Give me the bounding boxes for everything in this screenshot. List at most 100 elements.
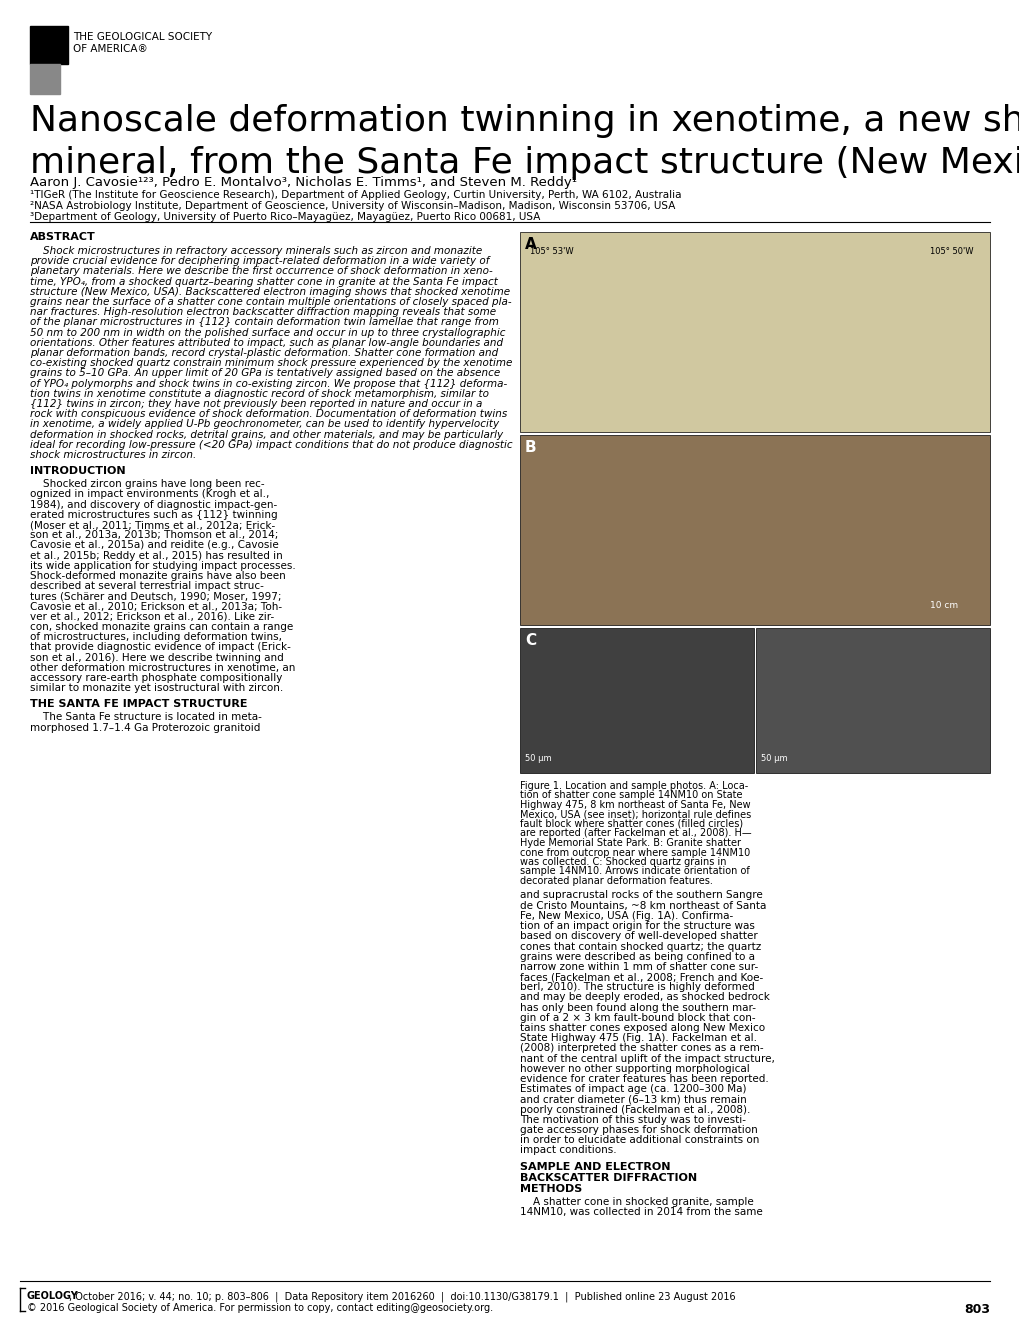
Text: OF AMERICA®: OF AMERICA® (73, 44, 148, 54)
Text: accessory rare-earth phosphate compositionally: accessory rare-earth phosphate compositi… (30, 673, 282, 683)
Text: B: B (525, 439, 536, 456)
Text: grains to 5–10 GPa. An upper limit of 20 GPa is tentatively assigned based on th: grains to 5–10 GPa. An upper limit of 20… (30, 368, 499, 379)
Text: tains shatter cones exposed along New Mexico: tains shatter cones exposed along New Me… (520, 1023, 764, 1034)
Text: that provide diagnostic evidence of impact (Erick-: that provide diagnostic evidence of impa… (30, 642, 290, 652)
Text: sample 14NM10. Arrows indicate orientation of: sample 14NM10. Arrows indicate orientati… (520, 867, 749, 876)
Text: rock with conspicuous evidence of shock deformation. Documentation of deformatio: rock with conspicuous evidence of shock … (30, 409, 506, 419)
Bar (520, 435, 989, 625)
Text: Aaron J. Cavosie¹²³, Pedro E. Montalvo³, Nicholas E. Timms¹, and Steven M. Reddy: Aaron J. Cavosie¹²³, Pedro E. Montalvo³,… (30, 176, 577, 190)
Text: Shocked zircon grains have long been rec-: Shocked zircon grains have long been rec… (30, 480, 264, 489)
Text: tion of shatter cone sample 14NM10 on State: tion of shatter cone sample 14NM10 on St… (520, 790, 742, 801)
Text: , October 2016; v. 44; no. 10; p. 803–806  |  Data Repository item 2016260  |  d: , October 2016; v. 44; no. 10; p. 803–80… (69, 1292, 735, 1301)
Text: planar deformation bands, record crystal-plastic deformation. Shatter cone forma: planar deformation bands, record crystal… (30, 348, 497, 358)
Text: has only been found along the southern mar-: has only been found along the southern m… (520, 1003, 755, 1012)
Text: tures (Schärer and Deutsch, 1990; Moser, 1997;: tures (Schärer and Deutsch, 1990; Moser,… (30, 591, 281, 601)
Text: faces (Fackelman et al., 2008; French and Koe-: faces (Fackelman et al., 2008; French an… (520, 972, 762, 982)
Text: cone from outcrop near where sample 14NM10: cone from outcrop near where sample 14NM… (520, 848, 750, 857)
Text: of the planar microstructures in {112} contain deformation twin lamellae that ra: of the planar microstructures in {112} c… (30, 317, 498, 328)
Text: of microstructures, including deformation twins,: of microstructures, including deformatio… (30, 632, 281, 642)
Text: Cavosie et al., 2015a) and reidite (e.g., Cavosie: Cavosie et al., 2015a) and reidite (e.g.… (30, 540, 278, 551)
Text: and supracrustal rocks of the southern Sangre: and supracrustal rocks of the southern S… (520, 891, 762, 900)
Text: shock microstructures in zircon.: shock microstructures in zircon. (30, 450, 196, 460)
Text: INTRODUCTION: INTRODUCTION (30, 466, 125, 476)
Text: son et al., 2013a, 2013b; Thomson et al., 2014;: son et al., 2013a, 2013b; Thomson et al.… (30, 530, 278, 540)
Text: planetary materials. Here we describe the first occurrence of shock deformation : planetary materials. Here we describe th… (30, 266, 492, 277)
Bar (520, 628, 753, 773)
Text: ³Department of Geology, University of Puerto Rico–Mayagüez, Mayagüez, Puerto Ric: ³Department of Geology, University of Pu… (30, 212, 540, 222)
Text: ognized in impact environments (Krogh et al.,: ognized in impact environments (Krogh et… (30, 489, 269, 500)
Text: tion twins in xenotime constitute a diagnostic record of shock metamorphism, sim: tion twins in xenotime constitute a diag… (30, 388, 488, 399)
Text: nant of the central uplift of the impact structure,: nant of the central uplift of the impact… (520, 1054, 774, 1063)
Text: METHODS: METHODS (520, 1184, 582, 1193)
Text: Hyde Memorial State Park. B: Granite shatter: Hyde Memorial State Park. B: Granite sha… (520, 839, 740, 848)
Text: 50 μm: 50 μm (760, 754, 787, 763)
Text: are reported (after Fackelman et al., 2008). H—: are reported (after Fackelman et al., 20… (520, 828, 751, 839)
Text: Fe, New Mexico, USA (Fig. 1A). Confirma-: Fe, New Mexico, USA (Fig. 1A). Confirma- (520, 911, 733, 921)
Text: cones that contain shocked quartz; the quartz: cones that contain shocked quartz; the q… (520, 942, 760, 952)
Text: evidence for crater features has been reported.: evidence for crater features has been re… (520, 1074, 768, 1085)
Text: ver et al., 2012; Erickson et al., 2016). Like zir-: ver et al., 2012; Erickson et al., 2016)… (30, 612, 274, 622)
Text: Shock microstructures in refractory accessory minerals such as zircon and monazi: Shock microstructures in refractory acce… (30, 246, 482, 255)
Text: 14NM10, was collected in 2014 from the same: 14NM10, was collected in 2014 from the s… (520, 1207, 762, 1216)
Text: BACKSCATTER DIFFRACTION: BACKSCATTER DIFFRACTION (520, 1173, 696, 1183)
Text: structure (New Mexico, USA). Backscattered electron imaging shows that shocked x: structure (New Mexico, USA). Backscatter… (30, 286, 509, 297)
Text: similar to monazite yet isostructural with zircon.: similar to monazite yet isostructural wi… (30, 683, 283, 694)
Text: ²NASA Astrobiology Institute, Department of Geoscience, University of Wisconsin–: ²NASA Astrobiology Institute, Department… (30, 202, 675, 211)
Text: poorly constrained (Fackelman et al., 2008).: poorly constrained (Fackelman et al., 20… (520, 1105, 750, 1114)
Text: {112} twins in zircon; they have not previously been reported in nature and occu: {112} twins in zircon; they have not pre… (30, 399, 482, 409)
Text: described at several terrestrial impact struc-: described at several terrestrial impact … (30, 581, 264, 591)
Text: time, YPO₄, from a shocked quartz–bearing shatter cone in granite at the Santa F: time, YPO₄, from a shocked quartz–bearin… (30, 277, 497, 286)
Text: in xenotime, a widely applied U-Pb geochronometer, can be used to identify hyper: in xenotime, a widely applied U-Pb geoch… (30, 419, 498, 429)
Text: The Santa Fe structure is located in meta-: The Santa Fe structure is located in met… (30, 712, 262, 723)
Text: State Highway 475 (Fig. 1A). Fackelman et al.: State Highway 475 (Fig. 1A). Fackelman e… (520, 1034, 756, 1043)
Text: Shock-deformed monazite grains have also been: Shock-deformed monazite grains have also… (30, 571, 285, 581)
Text: A: A (525, 237, 536, 253)
Text: based on discovery of well-developed shatter: based on discovery of well-developed sha… (520, 931, 757, 941)
Text: 803: 803 (963, 1302, 989, 1316)
Text: 105° 53'W: 105° 53'W (530, 247, 573, 255)
Text: nar fractures. High-resolution electron backscatter diffraction mapping reveals : nar fractures. High-resolution electron … (30, 308, 495, 317)
Text: A shatter cone in shocked granite, sample: A shatter cone in shocked granite, sampl… (520, 1196, 753, 1207)
Text: son et al., 2016). Here we describe twinning and: son et al., 2016). Here we describe twin… (30, 653, 283, 663)
Text: C: C (525, 633, 536, 648)
Text: co-existing shocked quartz constrain minimum shock pressure experienced by the x: co-existing shocked quartz constrain min… (30, 359, 512, 368)
Text: tion of an impact origin for the structure was: tion of an impact origin for the structu… (520, 921, 754, 931)
Text: orientations. Other features attributed to impact, such as planar low-angle boun: orientations. Other features attributed … (30, 337, 502, 348)
Text: THE SANTA FE IMPACT STRUCTURE: THE SANTA FE IMPACT STRUCTURE (30, 699, 248, 710)
Text: ¹TIGeR (The Institute for Geoscience Research), Department of Applied Geology, C: ¹TIGeR (The Institute for Geoscience Res… (30, 190, 681, 200)
Text: (2008) interpreted the shatter cones as a rem-: (2008) interpreted the shatter cones as … (520, 1043, 763, 1054)
Text: Cavosie et al., 2010; Erickson et al., 2013a; Toh-: Cavosie et al., 2010; Erickson et al., 2… (30, 602, 282, 612)
Text: its wide application for studying impact processes.: its wide application for studying impact… (30, 560, 296, 571)
Text: grains were described as being confined to a: grains were described as being confined … (520, 952, 754, 962)
Text: Highway 475, 8 km northeast of Santa Fe, New: Highway 475, 8 km northeast of Santa Fe,… (520, 800, 750, 810)
Text: (Moser et al., 2011; Timms et al., 2012a; Erick-: (Moser et al., 2011; Timms et al., 2012a… (30, 520, 275, 530)
Text: Nanoscale deformation twinning in xenotime, a new shocked
mineral, from the Sant: Nanoscale deformation twinning in xenoti… (30, 103, 1019, 180)
Polygon shape (30, 65, 60, 94)
Text: 105° 50'W: 105° 50'W (929, 247, 972, 255)
Polygon shape (30, 26, 68, 65)
Text: gate accessory phases for shock deformation: gate accessory phases for shock deformat… (520, 1125, 757, 1136)
Text: ​Figure 1. Location and sample photos. A: Loca-: ​Figure 1. Location and sample photos. A… (520, 781, 748, 792)
Text: con, shocked monazite grains can contain a range: con, shocked monazite grains can contain… (30, 622, 293, 632)
Text: other deformation microstructures in xenotime, an: other deformation microstructures in xen… (30, 663, 296, 673)
Text: GEOLOGY: GEOLOGY (26, 1292, 78, 1301)
Text: in order to elucidate additional constraints on: in order to elucidate additional constra… (520, 1136, 758, 1145)
Text: © 2016 Geological Society of America. For permission to copy, contact editing@ge: © 2016 Geological Society of America. Fo… (26, 1302, 492, 1313)
Bar (520, 233, 989, 431)
Text: 50 nm to 200 nm in width on the polished surface and occur in up to three crysta: 50 nm to 200 nm in width on the polished… (30, 328, 505, 337)
Text: 50 μm: 50 μm (525, 754, 551, 763)
Text: impact conditions.: impact conditions. (520, 1145, 616, 1156)
Text: de Cristo Mountains, ~8 km northeast of Santa: de Cristo Mountains, ~8 km northeast of … (520, 900, 765, 911)
Text: of YPO₄ polymorphs and shock twins in co-existing zircon. We propose that {112} : of YPO₄ polymorphs and shock twins in co… (30, 379, 506, 388)
Text: decorated planar deformation features.: decorated planar deformation features. (520, 876, 712, 886)
Text: ABSTRACT: ABSTRACT (30, 233, 96, 242)
Text: deformation in shocked rocks, detrital grains, and other materials, and may be p: deformation in shocked rocks, detrital g… (30, 430, 502, 439)
Text: provide crucial evidence for deciphering impact-related deformation in a wide va: provide crucial evidence for deciphering… (30, 257, 489, 266)
Text: Estimates of impact age (ca. 1200–300 Ma): Estimates of impact age (ca. 1200–300 Ma… (520, 1085, 746, 1094)
Text: et al., 2015b; Reddy et al., 2015) has resulted in: et al., 2015b; Reddy et al., 2015) has r… (30, 551, 282, 560)
Text: The motivation of this study was to investi-: The motivation of this study was to inve… (520, 1116, 745, 1125)
Text: narrow zone within 1 mm of shatter cone sur-: narrow zone within 1 mm of shatter cone … (520, 962, 757, 972)
Text: Mexico, USA (see inset); horizontal rule defines: Mexico, USA (see inset); horizontal rule… (520, 809, 751, 820)
Text: was collected. C: Shocked quartz grains in: was collected. C: Shocked quartz grains … (520, 857, 726, 867)
Text: and crater diameter (6–13 km) thus remain: and crater diameter (6–13 km) thus remai… (520, 1094, 746, 1105)
